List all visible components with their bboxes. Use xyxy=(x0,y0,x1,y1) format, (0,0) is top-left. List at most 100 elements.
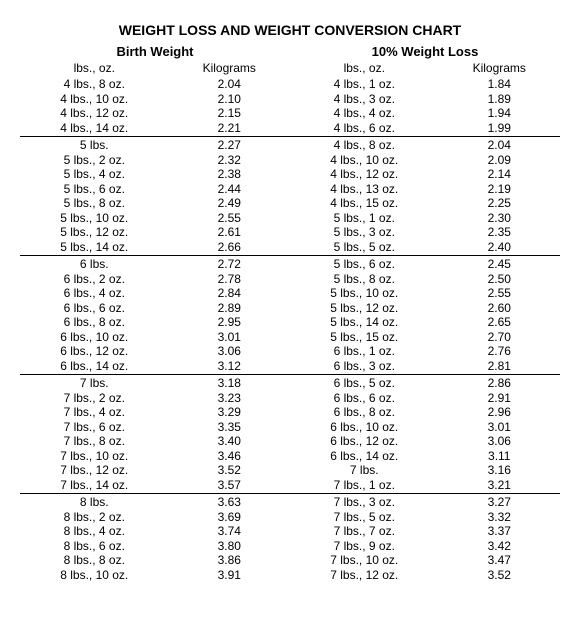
cell-loss-kg: 1.84 xyxy=(439,77,561,92)
cell-birth-kg: 2.89 xyxy=(169,301,291,316)
cell-loss-lbs: 5 lbs., 12 oz. xyxy=(290,301,439,316)
cell-loss-kg: 3.01 xyxy=(439,420,561,435)
table-row: 8 lbs., 6 oz.3.807 lbs., 9 oz.3.42 xyxy=(20,539,560,554)
cell-loss-kg: 3.11 xyxy=(439,449,561,464)
cell-loss-lbs: 4 lbs., 8 oz. xyxy=(290,138,439,153)
cell-birth-lbs: 4 lbs., 12 oz. xyxy=(20,106,169,121)
section-divider xyxy=(20,255,560,256)
cell-loss-lbs: 5 lbs., 6 oz. xyxy=(290,257,439,272)
cell-loss-lbs: 5 lbs., 1 oz. xyxy=(290,211,439,226)
cell-birth-lbs: 6 lbs., 2 oz. xyxy=(20,272,169,287)
cell-loss-kg: 2.65 xyxy=(439,315,561,330)
cell-loss-kg: 3.21 xyxy=(439,478,561,493)
subheader-lbs-left: lbs., oz. xyxy=(20,61,169,75)
section-divider xyxy=(20,374,560,375)
cell-loss-kg: 2.14 xyxy=(439,167,561,182)
cell-birth-kg: 3.18 xyxy=(169,376,291,391)
cell-birth-lbs: 7 lbs., 2 oz. xyxy=(20,391,169,406)
cell-birth-kg: 2.84 xyxy=(169,286,291,301)
cell-birth-lbs: 4 lbs., 14 oz. xyxy=(20,121,169,136)
cell-loss-lbs: 4 lbs., 4 oz. xyxy=(290,106,439,121)
cell-birth-kg: 3.57 xyxy=(169,478,291,493)
cell-birth-kg: 3.69 xyxy=(169,510,291,525)
cell-birth-lbs: 8 lbs., 8 oz. xyxy=(20,553,169,568)
subheader-kg-left: Kilograms xyxy=(169,61,291,75)
cell-birth-kg: 3.06 xyxy=(169,344,291,359)
cell-birth-lbs: 7 lbs., 10 oz. xyxy=(20,449,169,464)
cell-loss-kg: 1.89 xyxy=(439,92,561,107)
table-row: 5 lbs., 14 oz.2.665 lbs., 5 oz.2.40 xyxy=(20,240,560,255)
table-row: 8 lbs., 10 oz.3.917 lbs., 12 oz.3.52 xyxy=(20,568,560,583)
cell-loss-lbs: 5 lbs., 14 oz. xyxy=(290,315,439,330)
cell-loss-lbs: 6 lbs., 1 oz. xyxy=(290,344,439,359)
cell-loss-lbs: 7 lbs. xyxy=(290,463,439,478)
cell-birth-kg: 2.32 xyxy=(169,153,291,168)
cell-loss-lbs: 7 lbs., 9 oz. xyxy=(290,539,439,554)
subheader-lbs-right: lbs., oz. xyxy=(290,61,439,75)
cell-loss-lbs: 6 lbs., 12 oz. xyxy=(290,434,439,449)
table-row: 7 lbs., 2 oz.3.236 lbs., 6 oz.2.91 xyxy=(20,391,560,406)
table-row: 7 lbs., 6 oz.3.356 lbs., 10 oz.3.01 xyxy=(20,420,560,435)
cell-birth-kg: 3.40 xyxy=(169,434,291,449)
cell-birth-kg: 2.78 xyxy=(169,272,291,287)
table-row: 6 lbs.2.725 lbs., 6 oz.2.45 xyxy=(20,257,560,272)
table-row: 8 lbs., 2 oz.3.697 lbs., 5 oz.3.32 xyxy=(20,510,560,525)
table-row: 4 lbs., 10 oz.2.104 lbs., 3 oz.1.89 xyxy=(20,92,560,107)
cell-birth-kg: 2.38 xyxy=(169,167,291,182)
cell-birth-lbs: 4 lbs., 8 oz. xyxy=(20,77,169,92)
table-row: 8 lbs.3.637 lbs., 3 oz.3.27 xyxy=(20,495,560,510)
cell-birth-lbs: 6 lbs., 8 oz. xyxy=(20,315,169,330)
table-row: 5 lbs., 10 oz.2.555 lbs., 1 oz.2.30 xyxy=(20,211,560,226)
cell-birth-lbs: 7 lbs., 4 oz. xyxy=(20,405,169,420)
cell-loss-kg: 1.94 xyxy=(439,106,561,121)
cell-birth-lbs: 5 lbs., 14 oz. xyxy=(20,240,169,255)
table-row: 6 lbs., 10 oz.3.015 lbs., 15 oz.2.70 xyxy=(20,330,560,345)
cell-loss-kg: 2.40 xyxy=(439,240,561,255)
cell-birth-kg: 3.23 xyxy=(169,391,291,406)
cell-loss-lbs: 6 lbs., 6 oz. xyxy=(290,391,439,406)
table-row: 7 lbs., 4 oz.3.296 lbs., 8 oz.2.96 xyxy=(20,405,560,420)
section-headers: Birth Weight 10% Weight Loss xyxy=(20,44,560,59)
cell-birth-lbs: 6 lbs., 10 oz. xyxy=(20,330,169,345)
cell-loss-kg: 3.32 xyxy=(439,510,561,525)
cell-loss-lbs: 7 lbs., 1 oz. xyxy=(290,478,439,493)
table-row: 7 lbs., 14 oz.3.577 lbs., 1 oz.3.21 xyxy=(20,478,560,493)
cell-loss-kg: 3.16 xyxy=(439,463,561,478)
cell-birth-lbs: 8 lbs. xyxy=(20,495,169,510)
cell-birth-lbs: 5 lbs., 10 oz. xyxy=(20,211,169,226)
cell-birth-kg: 3.86 xyxy=(169,553,291,568)
table-row: 6 lbs., 14 oz.3.126 lbs., 3 oz.2.81 xyxy=(20,359,560,374)
cell-birth-kg: 3.46 xyxy=(169,449,291,464)
cell-birth-lbs: 6 lbs., 14 oz. xyxy=(20,359,169,374)
section-divider xyxy=(20,136,560,137)
subheader-kg-right: Kilograms xyxy=(439,61,561,75)
table-row: 5 lbs.2.274 lbs., 8 oz.2.04 xyxy=(20,138,560,153)
cell-loss-lbs: 6 lbs., 5 oz. xyxy=(290,376,439,391)
cell-loss-kg: 2.50 xyxy=(439,272,561,287)
cell-birth-kg: 3.74 xyxy=(169,524,291,539)
cell-loss-lbs: 4 lbs., 6 oz. xyxy=(290,121,439,136)
cell-loss-lbs: 5 lbs., 8 oz. xyxy=(290,272,439,287)
cell-birth-lbs: 5 lbs., 8 oz. xyxy=(20,196,169,211)
cell-birth-kg: 3.80 xyxy=(169,539,291,554)
cell-birth-kg: 2.61 xyxy=(169,225,291,240)
cell-loss-lbs: 5 lbs., 3 oz. xyxy=(290,225,439,240)
cell-birth-lbs: 6 lbs. xyxy=(20,257,169,272)
cell-loss-kg: 2.70 xyxy=(439,330,561,345)
cell-loss-lbs: 6 lbs., 14 oz. xyxy=(290,449,439,464)
table-row: 7 lbs., 10 oz.3.466 lbs., 14 oz.3.11 xyxy=(20,449,560,464)
cell-birth-kg: 3.52 xyxy=(169,463,291,478)
cell-birth-lbs: 8 lbs., 4 oz. xyxy=(20,524,169,539)
table-row: 8 lbs., 4 oz.3.747 lbs., 7 oz.3.37 xyxy=(20,524,560,539)
weight-conversion-chart: WEIGHT LOSS AND WEIGHT CONVERSION CHART … xyxy=(0,0,580,592)
cell-birth-lbs: 6 lbs., 12 oz. xyxy=(20,344,169,359)
table-row: 7 lbs., 8 oz.3.406 lbs., 12 oz.3.06 xyxy=(20,434,560,449)
cell-loss-kg: 2.30 xyxy=(439,211,561,226)
cell-birth-kg: 3.63 xyxy=(169,495,291,510)
header-birth-weight: Birth Weight xyxy=(20,44,290,59)
cell-loss-kg: 3.27 xyxy=(439,495,561,510)
cell-loss-lbs: 5 lbs., 10 oz. xyxy=(290,286,439,301)
cell-loss-kg: 3.06 xyxy=(439,434,561,449)
cell-birth-lbs: 7 lbs. xyxy=(20,376,169,391)
cell-loss-kg: 3.47 xyxy=(439,553,561,568)
